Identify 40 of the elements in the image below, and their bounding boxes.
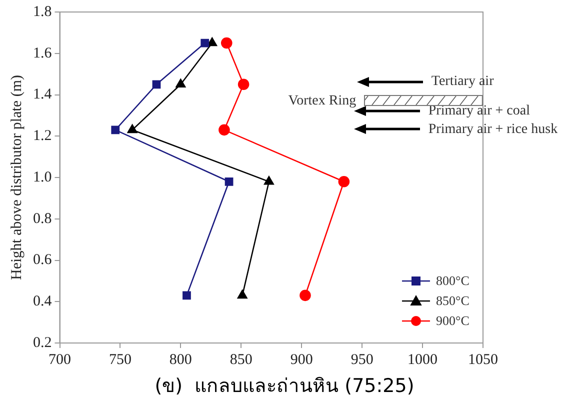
x-tick-label: 1000 xyxy=(408,352,438,368)
annotation: Primary air + rice husk xyxy=(428,122,558,137)
x-tick-label: 1050 xyxy=(468,352,498,368)
x-tick-label: 950 xyxy=(350,352,374,368)
y-tick-label: 0.4 xyxy=(33,294,52,310)
legend-label: 800°C xyxy=(436,273,470,289)
text: (ข) แกลบและถ่านหิน (75:25) xyxy=(154,374,416,399)
y-tick-label: 0.8 xyxy=(33,210,52,227)
point xyxy=(152,80,161,89)
y-tick-label: 1.4 xyxy=(33,86,52,103)
x-tick-label: 800 xyxy=(169,352,192,368)
point xyxy=(220,37,232,49)
point xyxy=(224,177,234,186)
y-tick-label: 1.8 xyxy=(33,4,52,20)
y-tick-label: 1.2 xyxy=(33,128,52,144)
y-tick-label: 1.0 xyxy=(33,169,52,186)
point xyxy=(238,78,250,90)
point xyxy=(127,124,138,134)
point xyxy=(237,290,248,299)
point xyxy=(264,176,274,185)
point xyxy=(300,290,311,302)
annotation: Tertiary air xyxy=(431,74,494,90)
point xyxy=(338,176,350,188)
legend-label: 900°C xyxy=(436,313,470,329)
legend-label: 850°C xyxy=(436,293,470,309)
x-tick-label: 850 xyxy=(230,352,252,368)
annotation: Primary air + coal xyxy=(428,104,530,119)
point xyxy=(176,78,186,88)
y-tick-label: 1.6 xyxy=(33,45,52,62)
point xyxy=(200,38,210,48)
x-tick-label: 900 xyxy=(290,352,313,368)
x-tick-label: 750 xyxy=(108,352,132,368)
y-axis-title: Height above distributor plate (m) xyxy=(8,75,25,280)
y-tick-label: 0.2 xyxy=(33,334,52,351)
x-tick-label: 700 xyxy=(48,352,71,368)
annotation: Vortex Ring xyxy=(288,93,356,108)
point xyxy=(111,126,120,134)
point xyxy=(218,124,230,136)
point xyxy=(182,291,191,300)
y-tick-label: 0.6 xyxy=(33,252,52,268)
